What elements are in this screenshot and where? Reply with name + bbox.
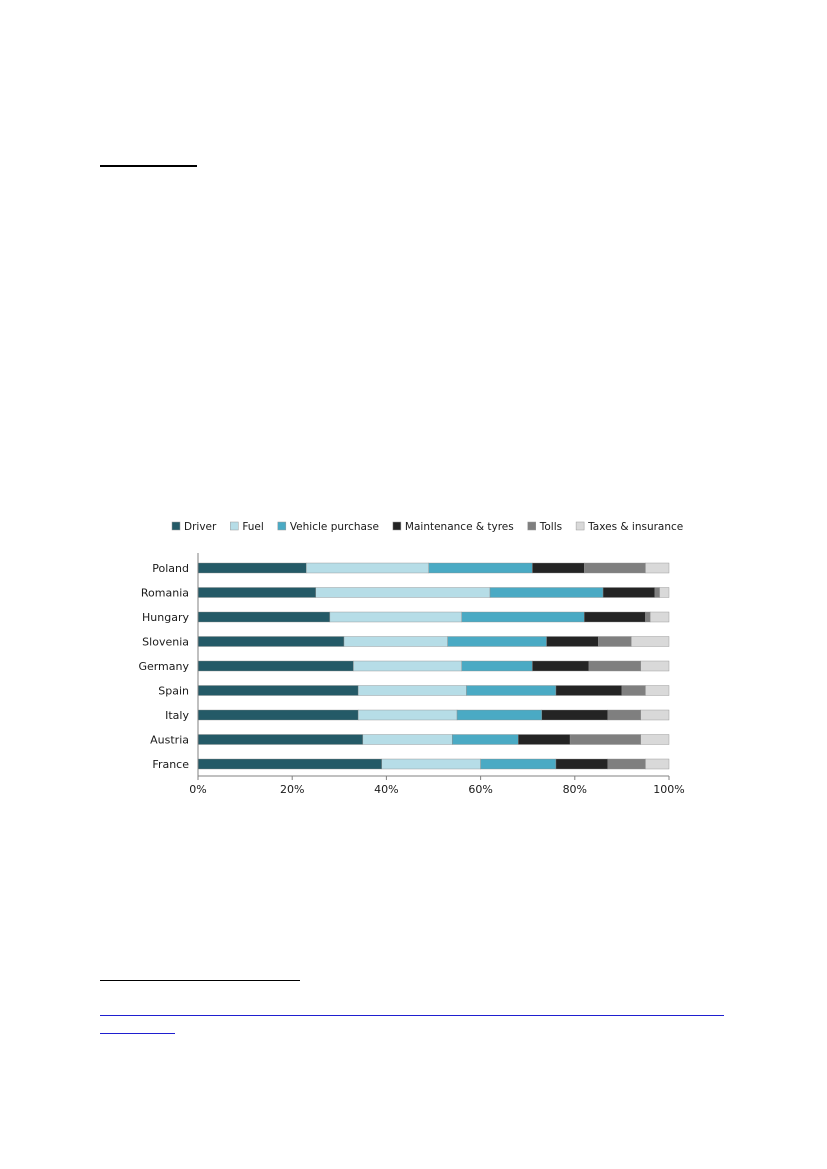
bar-italy-maintenance-and-tyres — [541, 709, 608, 721]
legend-label-fuel: Fuel — [242, 521, 264, 533]
bar-slovenia-fuel — [343, 636, 448, 647]
bar-france-driver — [197, 758, 382, 770]
bar-germany-driver — [197, 660, 354, 672]
x-tick-label: 20% — [280, 783, 304, 796]
bar-hungary-driver — [197, 611, 331, 623]
bar-hungary-taxes-and-insurance — [649, 611, 670, 623]
bar-france-maintenance-and-tyres — [555, 758, 608, 770]
category-label-austria: Austria — [150, 734, 189, 747]
category-label-italy: Italy — [165, 709, 189, 722]
bar-italy-taxes-and-insurance — [640, 709, 670, 721]
legend-swatch-taxes-and-insurance — [575, 521, 585, 531]
x-tick-label: 80% — [563, 783, 587, 796]
bar-romania-maintenance-and-tyres — [602, 587, 656, 598]
x-tick-label: 40% — [374, 783, 398, 796]
bar-poland-taxes-and-insurance — [645, 562, 670, 574]
category-label-romania: Romania — [141, 587, 189, 600]
legend-label-taxes-and-insurance: Taxes & insurance — [587, 521, 683, 533]
category-label-hungary: Hungary — [142, 611, 189, 624]
bar-romania-driver — [197, 587, 316, 598]
legend-label-tolls: Tolls — [539, 521, 562, 533]
bar-france-taxes-and-insurance — [645, 758, 670, 770]
bar-hungary-tolls — [645, 611, 651, 623]
category-label-spain: Spain — [158, 685, 189, 698]
x-tick-label: 100% — [653, 783, 684, 796]
bar-spain-taxes-and-insurance — [645, 685, 670, 696]
bar-france-fuel — [381, 758, 481, 770]
bar-poland-vehicle-purchase — [428, 562, 533, 574]
bar-austria-maintenance-and-tyres — [518, 734, 571, 745]
bar-spain-driver — [197, 685, 359, 696]
bar-slovenia-taxes-and-insurance — [631, 636, 670, 647]
category-label-germany: Germany — [138, 660, 189, 673]
bar-poland-tolls — [584, 562, 646, 574]
footnote-separator — [100, 980, 300, 981]
bar-spain-fuel — [357, 685, 467, 696]
legend-label-maintenance-and-tyres: Maintenance & tyres — [405, 521, 514, 533]
cost-breakdown-chart: Driver Fuel Vehicle purchase Maintenance & … — [130, 510, 710, 800]
bar-hungary-vehicle-purchase — [461, 611, 585, 623]
bar-spain-vehicle-purchase — [466, 685, 557, 696]
bar-germany-fuel — [353, 660, 462, 672]
bar-italy-tolls — [607, 709, 641, 721]
bar-romania-tolls — [654, 587, 660, 598]
category-labels: Poland Romania Hungary Slovenia Germany Spain… — [138, 562, 189, 771]
bar-italy-driver — [197, 709, 359, 721]
legend-swatch-driver — [171, 521, 181, 531]
bar-romania-taxes-and-insurance — [659, 587, 670, 598]
bar-hungary-maintenance-and-tyres — [584, 611, 646, 623]
bar-germany-vehicle-purchase — [461, 660, 533, 672]
legend-swatch-maintenance-and-tyres — [392, 521, 402, 531]
legend-label-driver: Driver — [184, 521, 217, 533]
bar-slovenia-tolls — [598, 636, 632, 647]
bar-poland-fuel — [306, 562, 429, 574]
bar-romania-fuel — [315, 587, 491, 598]
bar-germany-maintenance-and-tyres — [532, 660, 590, 672]
x-tick-label: 60% — [468, 783, 492, 796]
x-axis: 0% 20% 40% 60% 80% 100% — [189, 553, 685, 796]
chart-svg: Driver Fuel Vehicle purchase Maintenance & … — [138, 521, 685, 796]
bar-germany-tolls — [588, 660, 641, 672]
bar-spain-tolls — [621, 685, 646, 696]
bar-poland-driver — [197, 562, 307, 574]
bar-austria-taxes-and-insurance — [640, 734, 670, 745]
legend-swatch-vehicle-purchase — [277, 521, 287, 531]
bar-slovenia-maintenance-and-tyres — [546, 636, 599, 647]
bar-italy-vehicle-purchase — [456, 709, 543, 721]
chart-legend: Driver Fuel Vehicle purchase Maintenance & … — [171, 521, 683, 533]
footnote-link-underline-continued[interactable] — [100, 1033, 175, 1034]
bar-austria-vehicle-purchase — [452, 734, 519, 745]
bar-poland-maintenance-and-tyres — [532, 562, 585, 574]
legend-swatch-fuel — [230, 521, 239, 531]
bar-germany-taxes-and-insurance — [640, 660, 670, 672]
bar-slovenia-vehicle-purchase — [447, 636, 547, 647]
bar-slovenia-driver — [197, 636, 345, 647]
bar-hungary-fuel — [329, 611, 462, 623]
category-label-poland: Poland — [152, 562, 189, 575]
chart-bars — [197, 562, 670, 770]
heading-underline — [100, 165, 197, 167]
bar-france-tolls — [607, 758, 646, 770]
bar-italy-fuel — [357, 709, 458, 721]
legend-label-vehicle-purchase: Vehicle purchase — [290, 521, 379, 533]
bar-france-vehicle-purchase — [480, 758, 557, 770]
footnote-link-underline[interactable] — [100, 1015, 724, 1016]
bar-austria-tolls — [569, 734, 641, 745]
bar-austria-fuel — [362, 734, 453, 745]
category-label-slovenia: Slovenia — [142, 636, 189, 649]
x-tick-label: 0% — [189, 783, 206, 796]
legend-swatch-tolls — [527, 521, 536, 531]
bar-spain-maintenance-and-tyres — [555, 685, 623, 696]
category-label-france: France — [152, 758, 189, 771]
bar-romania-vehicle-purchase — [489, 587, 604, 598]
bar-austria-driver — [197, 734, 364, 745]
